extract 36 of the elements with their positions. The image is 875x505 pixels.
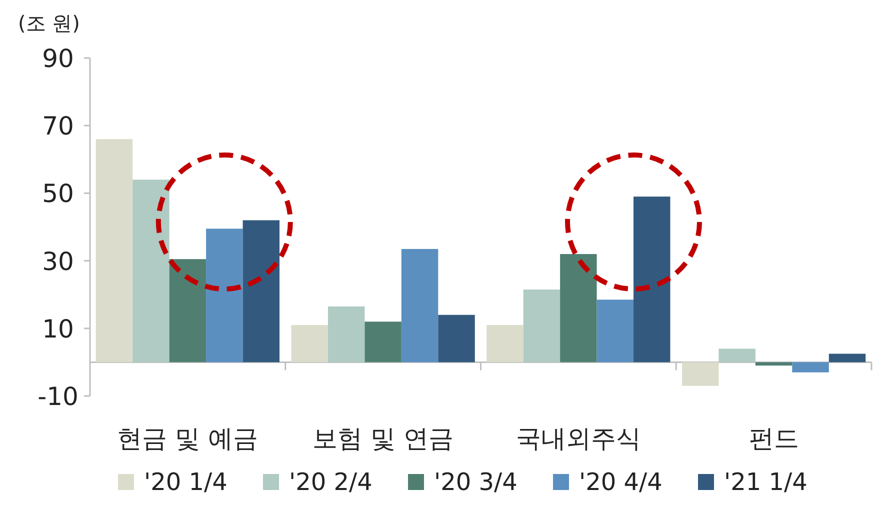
y-tick-label: 30 xyxy=(42,246,74,276)
bar xyxy=(486,325,524,362)
bar xyxy=(96,139,133,362)
y-tick-label: 90 xyxy=(42,44,74,73)
y-tick-label: 50 xyxy=(42,179,74,208)
y-tick-label: 70 xyxy=(42,112,74,141)
y-tick-label: -10 xyxy=(38,382,78,411)
legend-label: '20 2/4 xyxy=(289,468,372,496)
bar xyxy=(718,348,756,362)
x-tick-label: 펀드 xyxy=(748,424,799,453)
bar xyxy=(401,248,438,362)
bar xyxy=(438,314,475,362)
y-tick-label: 10 xyxy=(42,314,74,344)
x-tick-label: 보험 및 연금 xyxy=(312,424,454,453)
y-axis-title: (조 원) xyxy=(18,11,80,35)
bar xyxy=(242,220,280,362)
x-tick-label: 현금 및 예금 xyxy=(117,424,258,453)
bar xyxy=(523,290,560,362)
bar xyxy=(169,259,206,362)
legend-label: '20 4/4 xyxy=(579,468,662,496)
legend-label: '20 1/4 xyxy=(144,468,228,496)
bar xyxy=(560,254,597,362)
legend-label: '21 1/4 xyxy=(724,468,808,496)
bar xyxy=(682,362,719,386)
bar xyxy=(328,306,365,362)
bar xyxy=(364,322,402,362)
bar xyxy=(755,362,792,366)
legend-label: '20 3/4 xyxy=(434,468,518,496)
bar xyxy=(792,362,829,372)
bar xyxy=(132,180,170,362)
bar xyxy=(596,300,634,362)
bar xyxy=(634,196,670,362)
bar xyxy=(291,325,328,362)
bar xyxy=(828,354,866,362)
bar xyxy=(206,228,243,362)
x-tick-label: 국내외주식 xyxy=(516,424,641,453)
